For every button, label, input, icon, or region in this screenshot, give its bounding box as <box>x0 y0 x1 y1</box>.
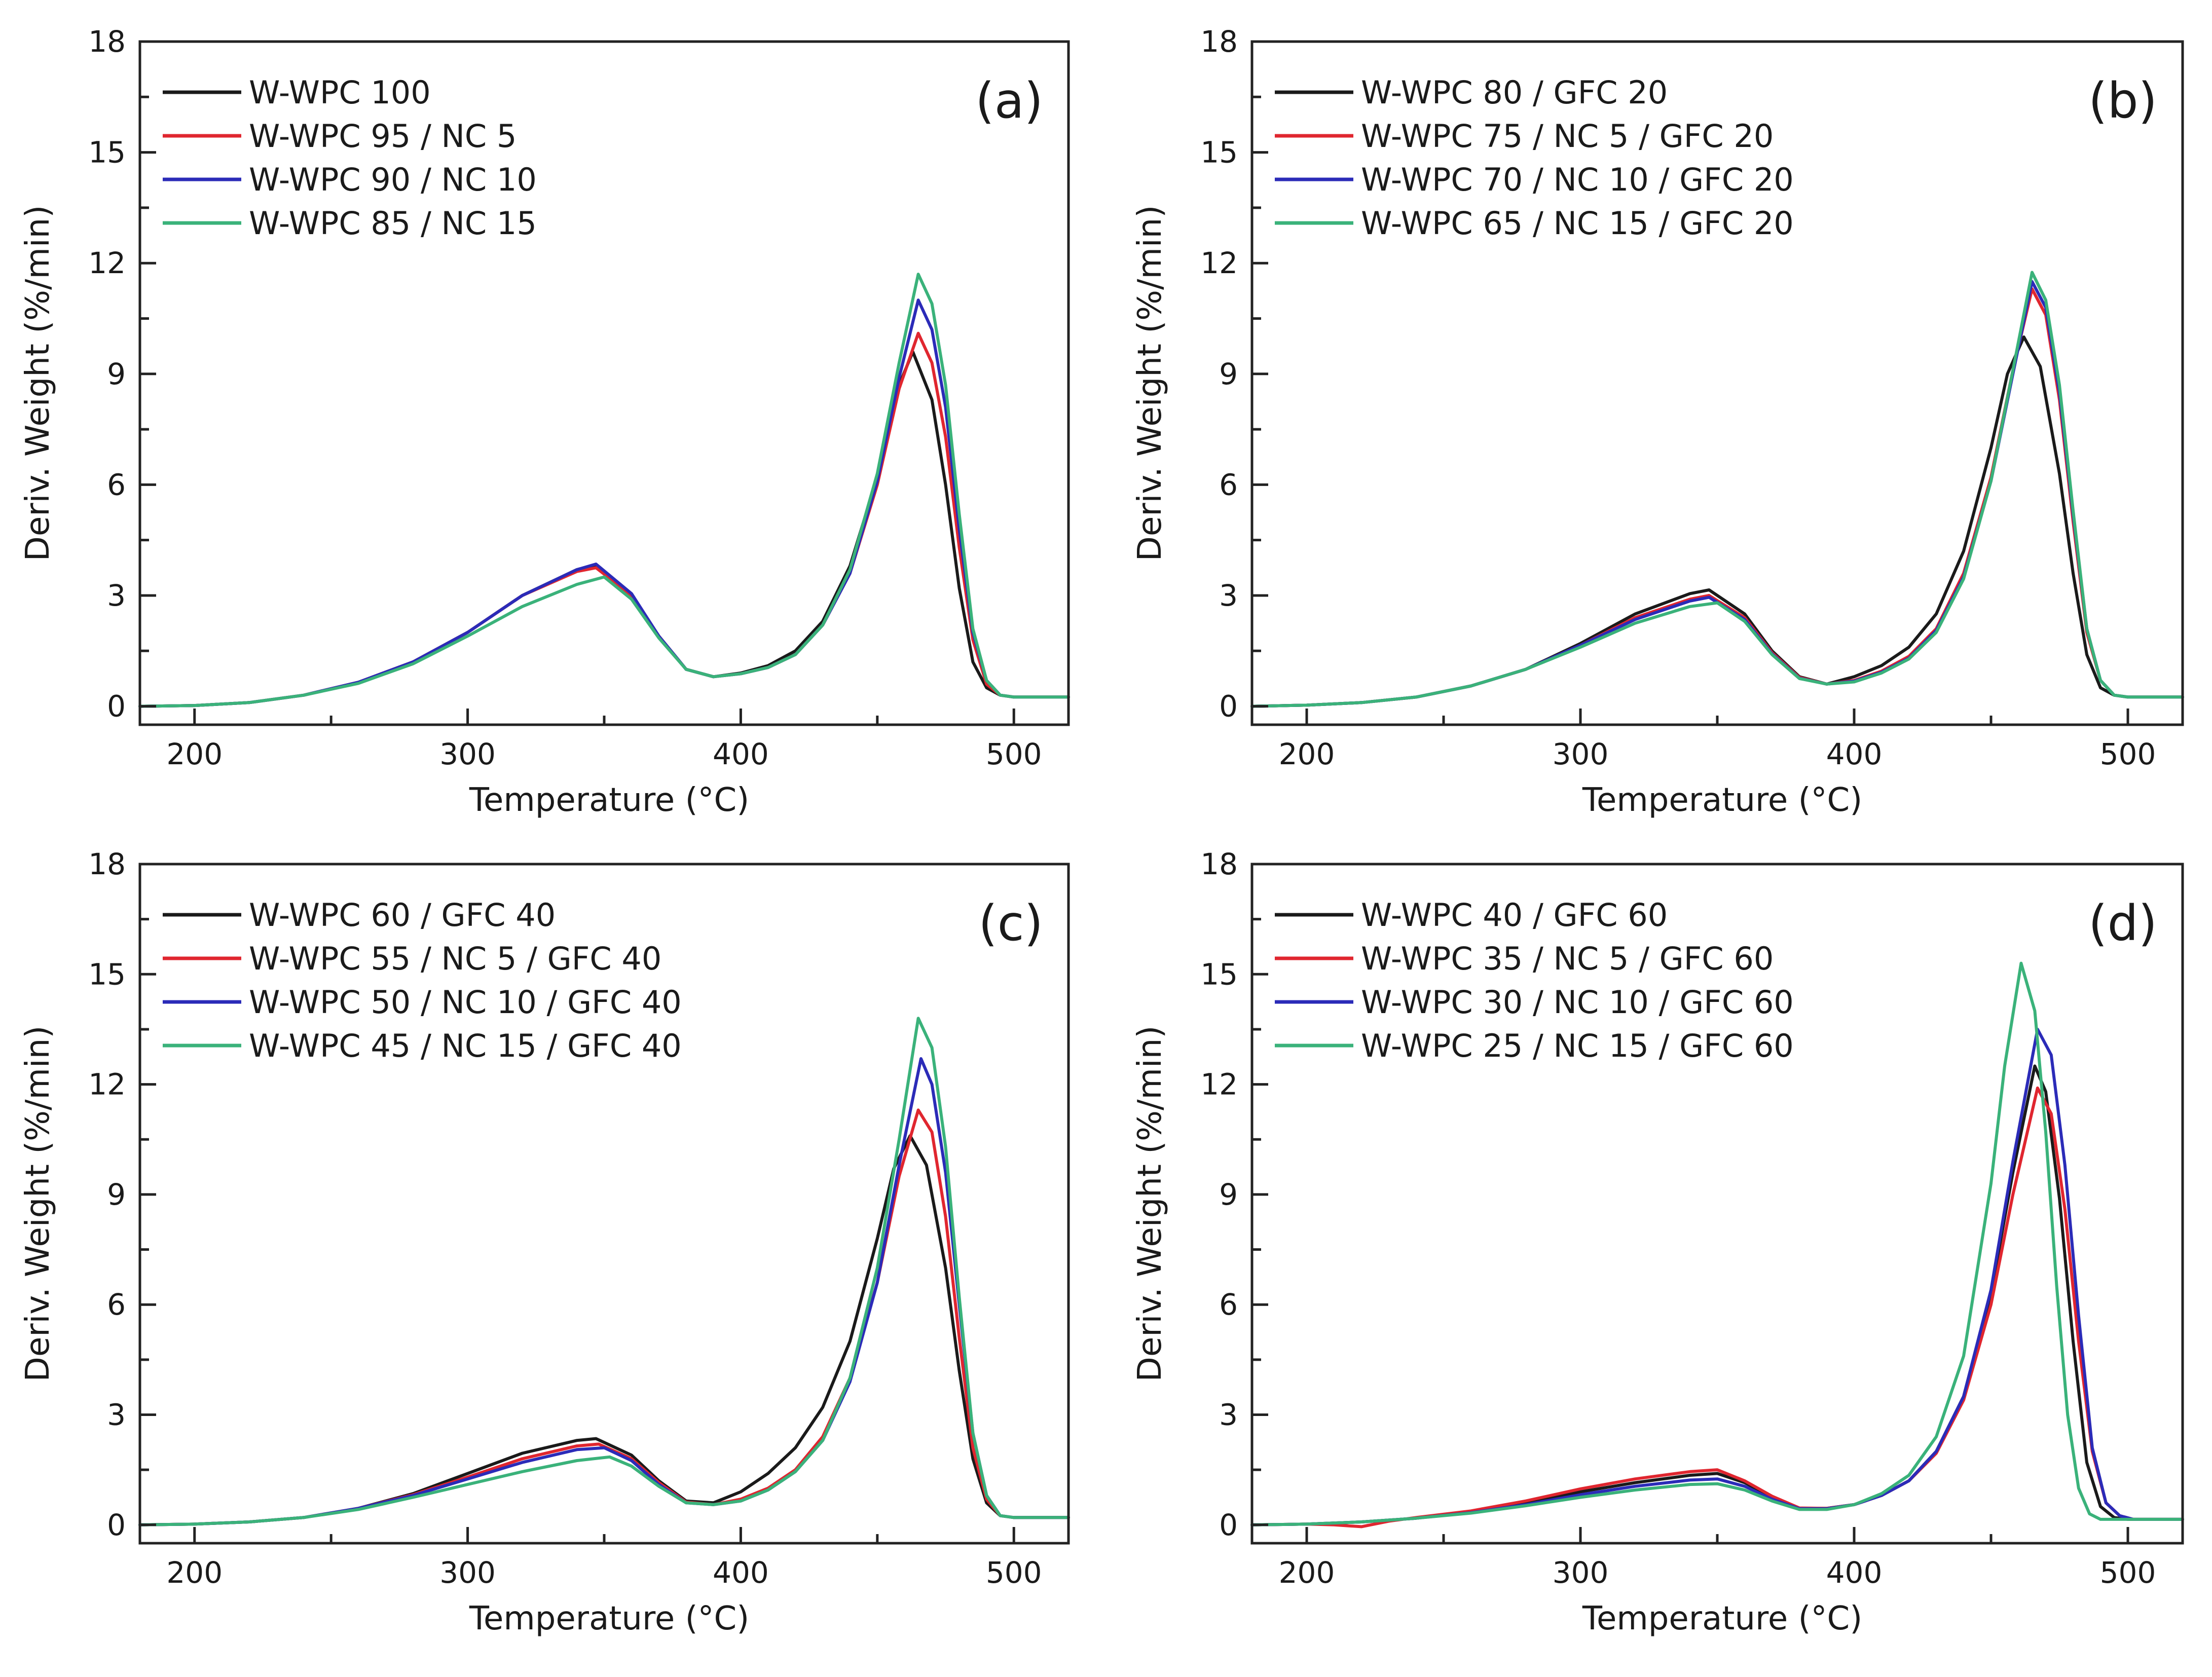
x-tick-label: 500 <box>986 737 1042 771</box>
y-tick-label: 15 <box>88 957 126 991</box>
series-line-1 <box>138 1134 1070 1526</box>
y-tick-label: 18 <box>1200 24 1238 59</box>
x-tick-label: 400 <box>713 737 769 771</box>
x-tick-label: 300 <box>1553 1555 1609 1590</box>
y-tick-label: 6 <box>107 1287 126 1322</box>
y-tick-label: 6 <box>1219 467 1238 502</box>
legend-label: W-WPC 90 / NC 10 <box>249 161 537 198</box>
x-axis-label: Temperature (°C) <box>1582 781 1862 819</box>
legend-label: W-WPC 80 / GFC 20 <box>1361 74 1668 111</box>
x-tick-label: 500 <box>2100 737 2156 771</box>
y-tick-label: 18 <box>1200 847 1238 881</box>
panel-tag: (d) <box>2088 895 2157 952</box>
legend-label: W-WPC 95 / NC 5 <box>249 118 517 155</box>
panel-b: 200 300 400 500 0 3 6 9 12 15 18 Temperature (°C) De… <box>1131 24 2184 819</box>
x-tick-label: 300 <box>439 1555 496 1590</box>
x-tick-label: 500 <box>2100 1555 2156 1590</box>
series-line-4 <box>1250 961 2184 1526</box>
y-tick-label: 9 <box>107 1177 126 1212</box>
y-tick-label: 9 <box>1219 1177 1238 1212</box>
y-axis-label: Deriv. Weight (%/min) <box>1131 205 1169 562</box>
y-tick-label: 9 <box>107 357 126 391</box>
series-group <box>1250 271 2184 708</box>
y-tick-label: 12 <box>1200 246 1238 280</box>
x-tick-label: 500 <box>986 1555 1042 1590</box>
legend-label: W-WPC 85 / NC 15 <box>249 205 537 242</box>
series-line-4 <box>138 1017 1070 1526</box>
legend-label: W-WPC 35 / NC 5 / GFC 60 <box>1361 940 1774 977</box>
x-tick-label: 300 <box>1553 737 1609 771</box>
legend: W-WPC 40 / GFC 60 W-WPC 35 / NC 5 / GFC 6… <box>1275 897 1794 1064</box>
series-group <box>1250 961 2184 1529</box>
legend-label: W-WPC 70 / NC 10 / GFC 20 <box>1361 161 1794 198</box>
legend-label: W-WPC 45 / NC 15 / GFC 40 <box>249 1027 682 1064</box>
y-tick-label: 12 <box>88 246 126 280</box>
y-tick-label: 3 <box>107 578 126 613</box>
legend-label: W-WPC 100 <box>249 74 431 111</box>
panel-tag: (a) <box>975 72 1043 129</box>
y-tick-label: 18 <box>88 24 126 59</box>
x-tick-label: 200 <box>1279 737 1335 771</box>
y-tick-label: 6 <box>107 467 126 502</box>
y-tick-label: 15 <box>1200 957 1238 991</box>
y-tick-label: 0 <box>107 689 126 724</box>
series-line-1 <box>1250 335 2184 708</box>
y-tick-label: 9 <box>1219 357 1238 391</box>
panel-c: 200 300 400 500 0 3 6 9 12 15 18 Temperature (°C) De… <box>19 847 1070 1637</box>
legend-label: W-WPC 65 / NC 15 / GFC 20 <box>1361 205 1794 242</box>
legend: W-WPC 60 / GFC 40 W-WPC 55 / NC 5 / GFC 4… <box>163 897 682 1064</box>
y-tick-label: 3 <box>1219 578 1238 613</box>
series-group <box>138 1017 1070 1526</box>
y-tick-label: 6 <box>1219 1287 1238 1322</box>
legend: W-WPC 100 W-WPC 95 / NC 5 W-WPC 90 / NC 10… <box>163 74 537 242</box>
series-line-1 <box>138 350 1070 708</box>
series-line-2 <box>1250 287 2184 708</box>
panel-tag: (c) <box>978 895 1043 952</box>
y-tick-label: 15 <box>1200 135 1238 170</box>
legend-label: W-WPC 40 / GFC 60 <box>1361 897 1668 934</box>
x-tick-label: 200 <box>166 737 223 771</box>
x-tick-label: 300 <box>439 737 496 771</box>
y-axis-label: Deriv. Weight (%/min) <box>19 205 57 562</box>
x-tick-label: 200 <box>166 1555 223 1590</box>
y-tick-label: 18 <box>88 847 126 881</box>
y-tick-label: 15 <box>88 135 126 170</box>
y-tick-label: 12 <box>88 1067 126 1102</box>
y-axis-label: Deriv. Weight (%/min) <box>1131 1026 1169 1382</box>
x-tick-label: 400 <box>1826 737 1883 771</box>
y-axis-label: Deriv. Weight (%/min) <box>19 1026 57 1382</box>
y-tick-label: 0 <box>1219 1508 1238 1542</box>
series-line-1 <box>1250 1064 2184 1526</box>
series-line-2 <box>1250 1086 2184 1529</box>
series-line-4 <box>1250 271 2184 708</box>
panel-d: 200 300 400 500 0 3 6 9 12 15 18 Temperature (°C) De… <box>1131 847 2184 1637</box>
legend-label: W-WPC 50 / NC 10 / GFC 40 <box>249 984 682 1021</box>
y-tick-label: 12 <box>1200 1067 1238 1102</box>
y-tick-label: 3 <box>1219 1397 1238 1432</box>
x-tick-label: 400 <box>713 1555 769 1590</box>
legend-label: W-WPC 25 / NC 15 / GFC 60 <box>1361 1027 1794 1064</box>
y-tick-label: 0 <box>1219 689 1238 724</box>
x-axis-label: Temperature (°C) <box>1582 1600 1862 1637</box>
series-line-3 <box>1250 280 2184 708</box>
series-line-4 <box>138 273 1070 708</box>
x-axis-label: Temperature (°C) <box>469 781 749 819</box>
legend-label: W-WPC 55 / NC 5 / GFC 40 <box>249 940 661 977</box>
series-line-3 <box>138 299 1070 708</box>
panel-a: 200 300 400 500 0 3 6 9 12 15 18 Temperature (°C) De… <box>19 24 1070 819</box>
legend-label: W-WPC 60 / GFC 40 <box>249 897 556 934</box>
y-tick-label: 0 <box>107 1508 126 1542</box>
x-axis-label: Temperature (°C) <box>469 1600 749 1637</box>
x-tick-label: 200 <box>1279 1555 1335 1590</box>
legend-label: W-WPC 30 / NC 10 / GFC 60 <box>1361 984 1794 1021</box>
series-group <box>138 273 1070 708</box>
legend-label: W-WPC 75 / NC 5 / GFC 20 <box>1361 118 1774 155</box>
x-tick-label: 400 <box>1826 1555 1883 1590</box>
y-tick-label: 3 <box>107 1397 126 1432</box>
panel-tag: (b) <box>2088 72 2157 129</box>
legend: W-WPC 80 / GFC 20 W-WPC 75 / NC 5 / GFC 2… <box>1275 74 1794 242</box>
